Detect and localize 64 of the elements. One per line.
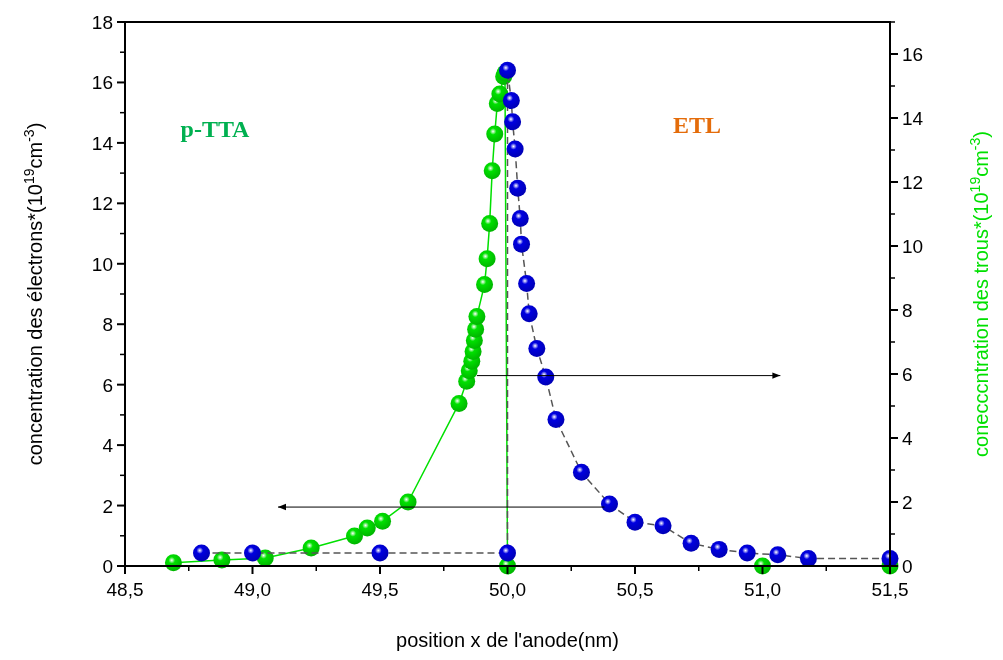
point [468, 307, 486, 325]
point [371, 544, 389, 562]
point [374, 512, 392, 530]
y-tick-label: 0 [102, 556, 113, 577]
x-tick-label: 48,5 [106, 579, 144, 600]
point [504, 113, 522, 131]
y-tick-label: 10 [91, 253, 113, 275]
point [509, 179, 527, 197]
annotation: p-TTA [180, 116, 251, 142]
x-tick-label: 51,5 [871, 579, 909, 600]
point [193, 544, 210, 562]
point [483, 162, 501, 180]
y2-tick-label: 10 [902, 236, 924, 257]
point [572, 463, 590, 481]
point [358, 519, 376, 537]
point [528, 339, 546, 357]
annotation: ETL [672, 112, 722, 138]
y2-tick-label: 2 [902, 492, 913, 513]
point [682, 534, 700, 552]
y-tick-label: 6 [102, 374, 113, 396]
x-tick-label: 49,0 [234, 579, 271, 600]
y2-tick-label: 4 [902, 428, 913, 449]
y2-tick-label: 16 [902, 44, 924, 65]
point [547, 410, 565, 428]
y-tick-label: 8 [102, 314, 113, 336]
point [537, 368, 555, 386]
y-tick-label: 2 [102, 495, 113, 517]
point [799, 549, 817, 567]
y2-tick-label: 14 [902, 108, 924, 129]
x-axis-title: position x de l'anode(nm) [396, 629, 619, 651]
y2-tick-label: 12 [902, 172, 924, 193]
x-tick-label: 50,5 [616, 579, 654, 600]
point [399, 493, 417, 511]
point [626, 513, 644, 531]
point [481, 215, 499, 233]
y2-tick-label: 8 [902, 300, 913, 321]
point [506, 140, 524, 158]
point [518, 274, 536, 292]
point [520, 305, 538, 323]
x-tick-label: 50,0 [489, 579, 526, 600]
point [601, 495, 618, 513]
point [476, 275, 494, 293]
y-tick-label: 4 [102, 435, 114, 457]
point [478, 250, 496, 268]
y-tick-label: 14 [91, 132, 114, 154]
y-tick-label: 16 [91, 72, 113, 94]
point [244, 544, 261, 562]
point [346, 527, 363, 545]
point [738, 544, 756, 562]
point [511, 209, 529, 227]
point [499, 544, 516, 562]
x-tick-label: 49,5 [361, 579, 399, 600]
x-tick-label: 51,0 [744, 579, 781, 600]
point [450, 394, 468, 412]
point [486, 125, 504, 143]
point [710, 540, 728, 558]
y2-tick-label: 6 [902, 364, 913, 385]
point [513, 235, 531, 253]
y2-tick-label: 0 [902, 556, 913, 577]
y-tick-label: 12 [91, 193, 113, 215]
y-tick-label: 18 [91, 12, 113, 33]
point [769, 546, 787, 564]
point [654, 517, 672, 535]
point [502, 92, 520, 110]
